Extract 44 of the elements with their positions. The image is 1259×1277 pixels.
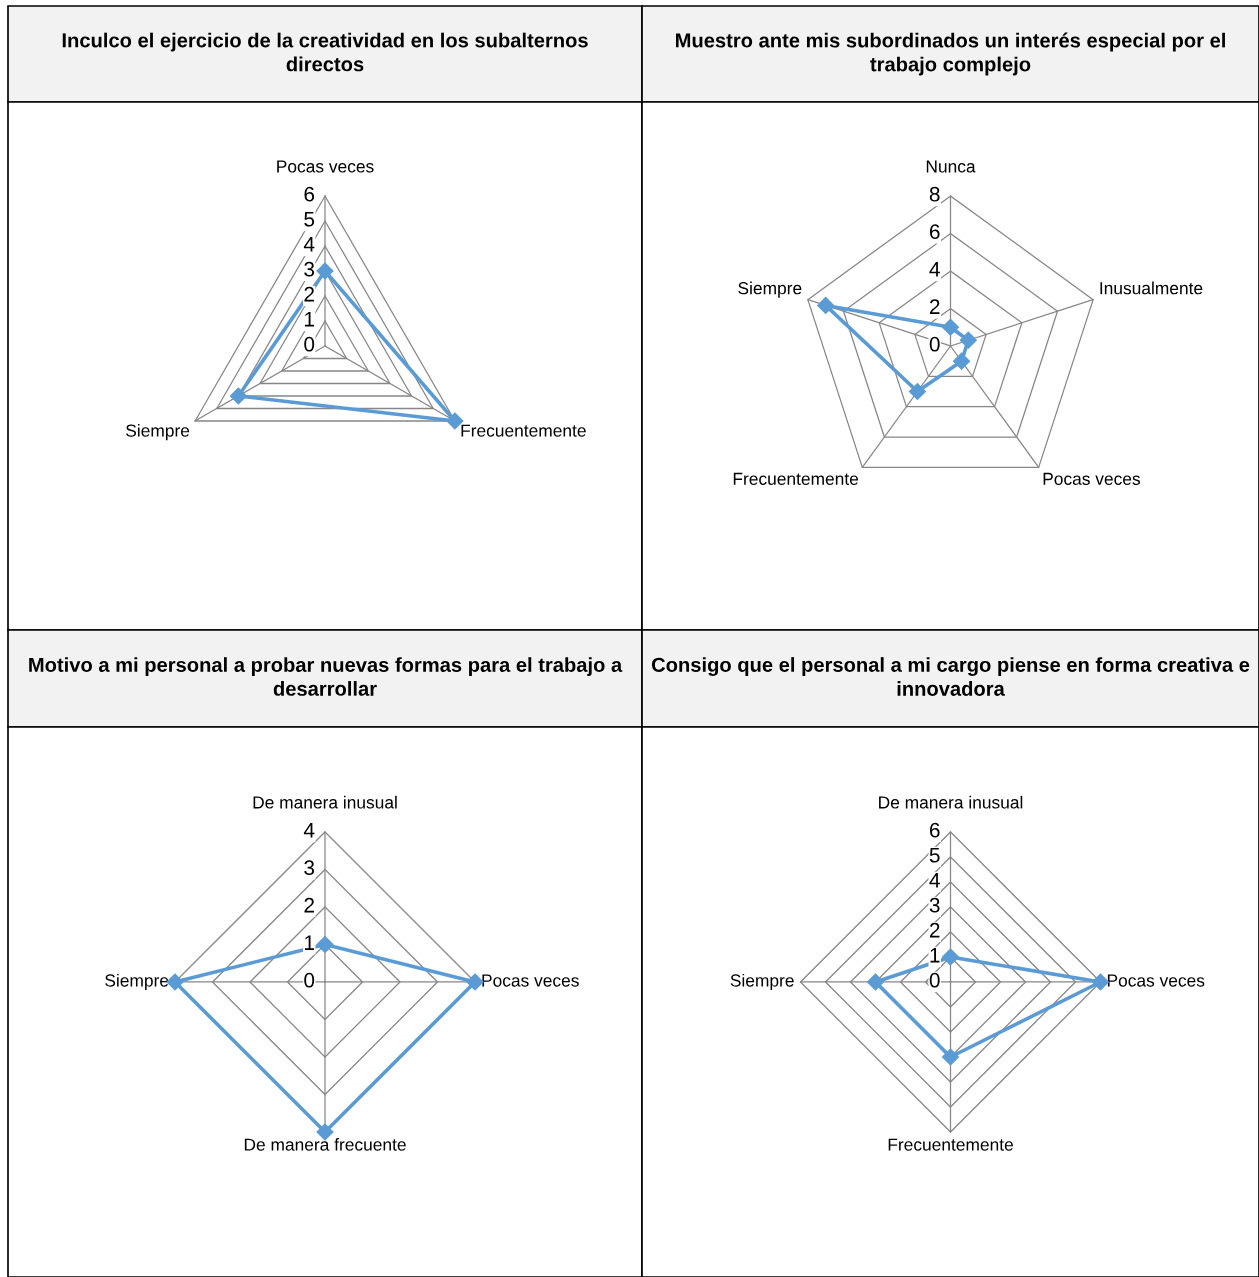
spoke-label: De manera inusual: [253, 795, 397, 809]
y-tick-label: 3: [929, 897, 940, 913]
y-tick-label: 0: [929, 972, 940, 988]
spoke-label: Inusualmente: [1100, 281, 1203, 295]
y-tick-label: 3: [304, 261, 315, 277]
spoke-label: Pocas veces: [1107, 974, 1205, 987]
spoke-label: Siempre: [126, 424, 190, 441]
spoke-label: Frecuentemente: [733, 472, 859, 485]
spoke-label: Siempre: [738, 281, 802, 298]
chart-title: Muestro ante mis subordinados un interés especial por el trabajo complejo: [676, 32, 1225, 76]
y-tick-label: 3: [304, 860, 315, 876]
y-tick-label: 4: [929, 873, 940, 888]
chart-title: Inculco el ejercicio de la creatividad en los subalternos directos: [62, 32, 588, 72]
y-tick-label: 6: [304, 186, 315, 202]
y-tick-label: 0: [304, 972, 315, 988]
y-tick-label: 4: [929, 262, 940, 277]
spoke-label: Pocas veces: [277, 160, 374, 173]
chart-title: Motivo a mi personal a probar nuevas formas para el trabajo a desarrollar: [29, 657, 623, 696]
spoke-label: De manera frecuente: [244, 1138, 406, 1151]
y-tick-label: 2: [304, 897, 314, 913]
y-tick-label: 0: [929, 336, 940, 352]
y-tick-label: 8: [929, 186, 940, 202]
y-tick-label: 2: [929, 922, 940, 938]
y-tick-label: 2: [929, 299, 940, 314]
y-tick-label: 4: [303, 237, 315, 252]
y-tick-label: 1: [930, 948, 940, 963]
spoke-label: Frecuentemente: [888, 1138, 1013, 1151]
y-tick-label: 1: [305, 312, 314, 327]
y-tick-label: 2: [304, 286, 314, 302]
y-tick-label: 0: [304, 336, 315, 352]
y-tick-label: 6: [929, 822, 940, 838]
spoke-label: Siempre: [730, 973, 794, 991]
chart-title: Consigo que el personal a mi cargo piense en forma creativa e innovadora: [651, 657, 1250, 696]
spoke-label: Pocas veces: [1043, 472, 1140, 485]
y-tick-label: 4: [303, 823, 315, 838]
y-tick-label: 5: [929, 848, 940, 863]
y-tick-label: 1: [305, 935, 314, 950]
y-tick-label: 6: [929, 224, 940, 240]
spoke-label: De manera inusual: [879, 795, 1023, 809]
spoke-label: Nunca: [926, 160, 976, 173]
spoke-label: Frecuentemente: [461, 424, 586, 437]
spoke-label: Siempre: [105, 973, 169, 991]
spoke-label: Pocas veces: [482, 974, 579, 987]
y-tick-label: 5: [304, 212, 315, 227]
